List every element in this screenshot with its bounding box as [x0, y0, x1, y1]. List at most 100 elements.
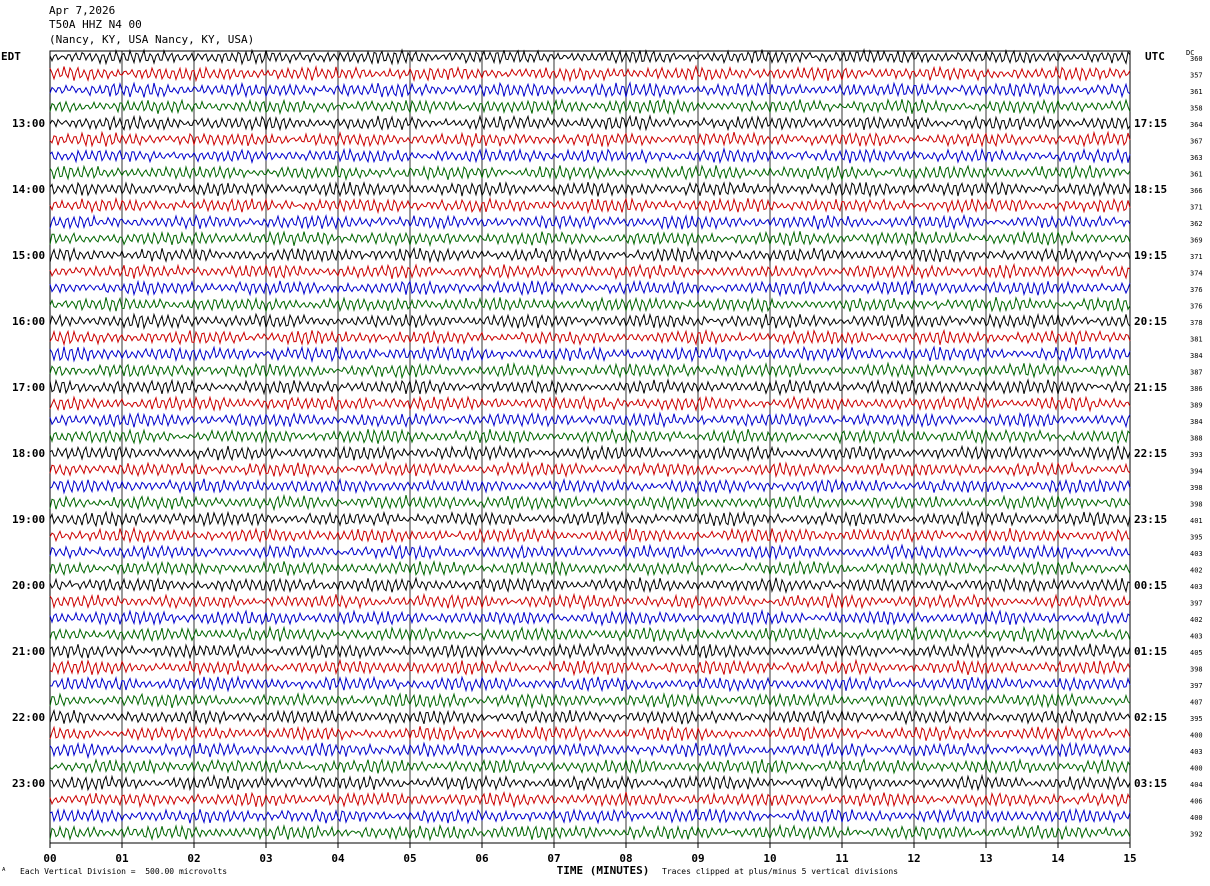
dc-offset-header: DC — [1186, 49, 1195, 57]
right-hour-label: 00:15 — [1134, 579, 1167, 592]
trace-row — [49, 246, 1131, 264]
dc-offset-label: 402 — [1190, 567, 1203, 575]
left-hour-label: 21:00 — [12, 645, 45, 658]
dc-offset-label: 400 — [1190, 765, 1203, 773]
trace-row — [49, 543, 1131, 561]
trace-row — [49, 296, 1131, 314]
trace-row — [49, 823, 1131, 842]
x-tick-label: 13 — [979, 852, 992, 865]
trace-row — [49, 807, 1131, 825]
dc-offset-label: 403 — [1190, 633, 1203, 641]
left-hour-label: 13:00 — [12, 117, 45, 130]
dc-offset-label: 360 — [1190, 55, 1203, 63]
corner-mark: ᴬ — [1, 867, 7, 877]
right-hour-label: 20:15 — [1134, 315, 1167, 328]
right-hour-label: 18:15 — [1134, 183, 1167, 196]
trace-row — [49, 411, 1131, 429]
trace-row — [49, 493, 1131, 512]
trace-row — [49, 130, 1131, 148]
dc-offset-label: 394 — [1190, 468, 1203, 476]
left-hour-label: 18:00 — [12, 447, 45, 460]
trace-row — [49, 642, 1131, 660]
dc-offset-label: 403 — [1190, 550, 1203, 558]
dc-offset-label: 403 — [1190, 748, 1203, 756]
x-tick-label: 10 — [763, 852, 776, 865]
dc-offset-label: 400 — [1190, 732, 1203, 740]
dc-offset-label: 398 — [1190, 666, 1203, 674]
dc-offset-label: 400 — [1190, 814, 1203, 822]
trace-row — [49, 262, 1131, 280]
dc-offset-label: 397 — [1190, 600, 1203, 608]
trace-row — [49, 510, 1131, 528]
x-tick-label: 09 — [691, 852, 704, 865]
left-timezone-label: EDT — [1, 50, 21, 63]
left-hour-label: 23:00 — [12, 777, 45, 790]
right-hour-label: 22:15 — [1134, 447, 1167, 460]
dc-offset-label: 376 — [1190, 303, 1203, 311]
x-axis-label: TIME (MINUTES) — [557, 864, 650, 877]
right-timezone-label: UTC — [1145, 50, 1165, 63]
left-hour-label: 19:00 — [12, 513, 45, 526]
x-tick-label: 01 — [115, 852, 129, 865]
right-hour-label: 23:15 — [1134, 513, 1167, 526]
left-hour-label: 15:00 — [12, 249, 45, 262]
trace-row — [49, 757, 1131, 775]
clip-note: Traces clipped at plus/minus 5 vertical … — [662, 867, 899, 876]
x-tick-label: 14 — [1051, 852, 1065, 865]
dc-offset-label: 386 — [1190, 385, 1203, 393]
left-hour-label: 14:00 — [12, 183, 45, 196]
dc-offset-label: 363 — [1190, 154, 1203, 162]
trace-row — [49, 378, 1131, 397]
x-tick-labels: 00 01 02 03 04 05 06 07 08 09 10 11 12 13 14 15 — [43, 843, 1137, 865]
trace-row — [49, 477, 1131, 495]
left-hour-label: 20:00 — [12, 579, 45, 592]
scale-note: Each Vertical Division = 500.00 microvol… — [20, 867, 228, 876]
left-hour-label: 16:00 — [12, 315, 45, 328]
x-tick-label: 11 — [835, 852, 849, 865]
trace-row — [49, 773, 1131, 792]
dc-offset-label: 361 — [1190, 88, 1203, 96]
trace-row — [49, 790, 1131, 809]
trace-row — [49, 576, 1131, 595]
trace-group — [49, 47, 1131, 842]
dc-offset-label: 404 — [1190, 781, 1203, 789]
dc-offset-label: 387 — [1190, 369, 1203, 377]
dc-offset-label: 384 — [1190, 418, 1203, 426]
trace-row — [49, 460, 1131, 479]
trace-row — [49, 196, 1131, 215]
right-hour-label: 01:15 — [1134, 645, 1167, 658]
dc-offset-label: 371 — [1190, 204, 1203, 212]
trace-row — [49, 675, 1131, 693]
plot-grid — [49, 50, 1131, 844]
trace-row — [49, 229, 1131, 248]
dc-offset-label: 369 — [1190, 237, 1203, 245]
trace-row — [49, 181, 1131, 199]
dc-offset-label: 403 — [1190, 583, 1203, 591]
right-hour-label: 03:15 — [1134, 777, 1167, 790]
dc-offset-label: 364 — [1190, 121, 1203, 129]
dc-offset-label: 397 — [1190, 682, 1203, 690]
trace-row — [49, 328, 1131, 347]
dc-offset-label: 362 — [1190, 220, 1203, 228]
dc-offset-label: 393 — [1190, 451, 1203, 459]
dc-offset-label: 378 — [1190, 319, 1203, 327]
trace-row — [49, 741, 1131, 760]
dc-offset-label: 389 — [1190, 402, 1203, 410]
right-hour-label: 21:15 — [1134, 381, 1167, 394]
x-tick-label: 04 — [331, 852, 345, 865]
dc-offset-label: 374 — [1190, 270, 1203, 278]
right-hour-label: 17:15 — [1134, 117, 1167, 130]
dc-offset-label: 358 — [1190, 105, 1203, 113]
dc-offset-label: 376 — [1190, 286, 1203, 294]
trace-row — [49, 395, 1131, 413]
dc-offset-label: 366 — [1190, 187, 1203, 195]
dc-offset-label: 402 — [1190, 616, 1203, 624]
x-tick-label: 06 — [475, 852, 489, 865]
dc-offset-label: 381 — [1190, 336, 1203, 344]
trace-row — [49, 592, 1131, 611]
trace-row — [49, 98, 1131, 116]
x-tick-label: 02 — [187, 852, 200, 865]
dc-offset-label: 405 — [1190, 649, 1203, 657]
trace-row — [49, 427, 1131, 445]
